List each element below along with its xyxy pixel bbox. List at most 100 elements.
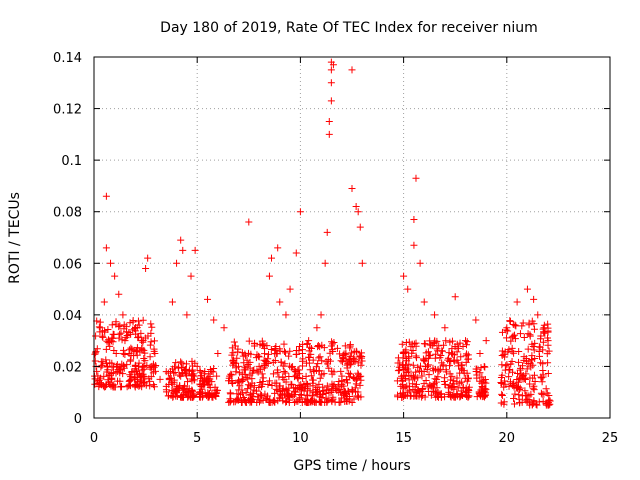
- roti-background-point: [520, 334, 528, 342]
- x-tick-label: 10: [292, 431, 309, 446]
- roti-background-point: [114, 377, 122, 385]
- roti-background-point: [446, 376, 454, 384]
- roti-data-point: [513, 298, 521, 306]
- roti-data-point: [177, 236, 185, 244]
- roti-background-point: [424, 361, 432, 369]
- roti-background-point: [290, 373, 298, 381]
- roti-background-point: [258, 392, 266, 400]
- roti-data-point: [115, 290, 123, 298]
- roti-data-point: [187, 272, 195, 280]
- roti-background-point: [508, 347, 516, 355]
- roti-background-point: [338, 358, 346, 366]
- roti-background-point: [429, 381, 437, 389]
- roti-background-point: [340, 350, 348, 358]
- roti-background-point: [328, 340, 336, 348]
- roti-background-point: [524, 330, 532, 338]
- roti-background-point: [110, 383, 118, 391]
- roti-background-point: [531, 339, 539, 347]
- roti-background-point: [429, 341, 437, 349]
- y-tick-label: 0.12: [53, 103, 82, 118]
- roti-background-point: [446, 338, 454, 346]
- roti-background-point: [402, 374, 410, 382]
- roti-background-point: [128, 367, 136, 375]
- roti-background-point: [233, 390, 241, 398]
- roti-background-point: [394, 359, 402, 367]
- roti-background-point: [91, 357, 99, 365]
- roti-background-point: [173, 384, 181, 392]
- roti-background-point: [188, 357, 196, 365]
- roti-background-point: [306, 353, 314, 361]
- roti-background-point: [481, 363, 489, 371]
- roti-background-point: [477, 386, 485, 394]
- roti-background-point: [234, 379, 242, 387]
- roti-background-point: [133, 344, 141, 352]
- roti-background-point: [346, 370, 354, 378]
- roti-background-point: [336, 386, 344, 394]
- roti-background-point: [457, 387, 465, 395]
- roti-background-point: [342, 375, 350, 383]
- roti-data-point: [245, 218, 253, 226]
- roti-background-point: [136, 348, 144, 356]
- roti-background-point: [436, 354, 444, 362]
- roti-background-point: [199, 377, 207, 385]
- roti-background-point: [457, 353, 465, 361]
- roti-background-point: [341, 342, 349, 350]
- roti-background-point: [337, 398, 345, 406]
- roti-background-point: [441, 374, 449, 382]
- roti-background-point: [244, 381, 252, 389]
- roti-background-point: [334, 382, 342, 390]
- roti-background-point: [254, 368, 262, 376]
- roti-background-point: [539, 338, 547, 346]
- roti-background-point: [431, 365, 439, 373]
- roti-background-point: [404, 388, 412, 396]
- roti-background-point: [526, 380, 534, 388]
- roti-background-point: [536, 343, 544, 351]
- roti-background-point: [478, 373, 486, 381]
- roti-background-point: [339, 354, 347, 362]
- roti-background-point: [112, 362, 120, 370]
- roti-background-point: [123, 361, 131, 369]
- roti-background-point: [343, 361, 351, 369]
- roti-background-point: [106, 338, 114, 346]
- roti-background-point: [318, 371, 326, 379]
- roti-background-point: [213, 372, 221, 380]
- roti-data-point: [111, 272, 119, 280]
- roti-background-point: [319, 383, 327, 391]
- roti-background-point: [525, 392, 533, 400]
- roti-background-point: [345, 369, 353, 377]
- roti-background-point: [433, 384, 441, 392]
- roti-background-point: [262, 395, 270, 403]
- roti-data-point: [323, 228, 331, 236]
- roti-background-point: [310, 368, 318, 376]
- roti-data-point: [102, 192, 110, 200]
- roti-background-point: [435, 342, 443, 350]
- roti-data-point: [119, 311, 127, 319]
- roti-background-point: [134, 317, 142, 325]
- roti-background-point: [405, 354, 413, 362]
- roti-background-point: [318, 357, 326, 365]
- roti-background-point: [98, 361, 106, 369]
- roti-data-point: [416, 259, 424, 267]
- roti-background-point: [141, 357, 149, 365]
- roti-background-point: [198, 385, 206, 393]
- roti-background-point: [136, 381, 144, 389]
- roti-data-point: [410, 241, 418, 249]
- roti-data-point: [348, 185, 356, 193]
- roti-background-point: [350, 348, 358, 356]
- roti-background-point: [327, 388, 335, 396]
- roti-background-point: [335, 377, 343, 385]
- roti-background-point: [544, 369, 552, 377]
- plot-frame: [93, 56, 611, 419]
- roti-background-point: [183, 378, 191, 386]
- roti-background-point: [103, 368, 111, 376]
- roti-background-point: [498, 371, 506, 379]
- roti-background-point: [312, 363, 320, 371]
- roti-background-point: [412, 339, 420, 347]
- roti-background-point: [227, 370, 235, 378]
- roti-background-point: [296, 370, 304, 378]
- roti-background-point: [295, 366, 303, 374]
- roti-background-point: [338, 381, 346, 389]
- roti-background-point: [350, 395, 358, 403]
- roti-background-point: [437, 393, 445, 401]
- roti-background-point: [462, 358, 470, 366]
